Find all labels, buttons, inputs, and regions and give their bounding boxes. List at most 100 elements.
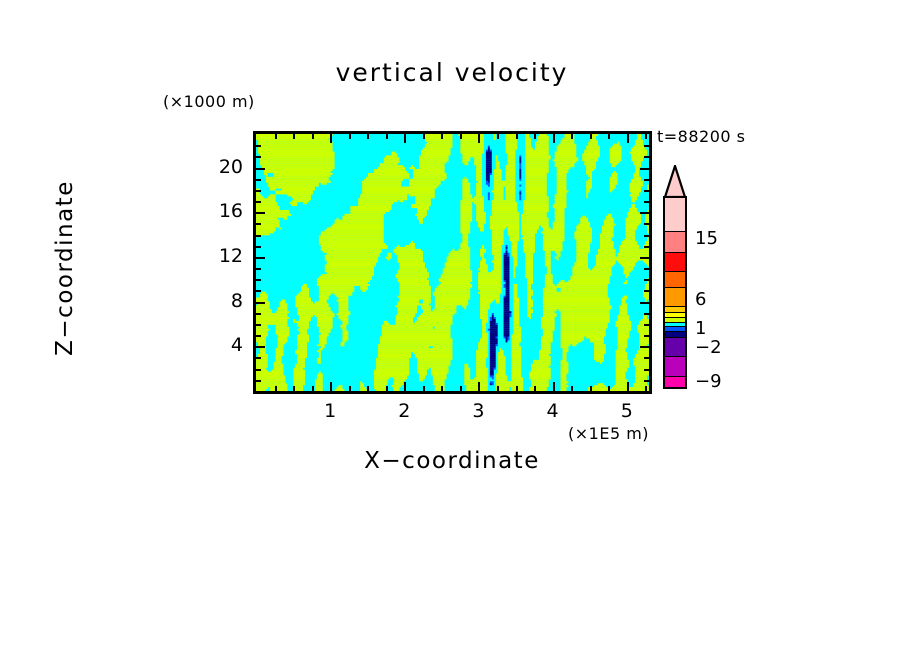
colorbar-tick-label: −2 [695, 337, 722, 358]
x-minor-tick [293, 386, 295, 391]
y-minor-tick-right [644, 369, 649, 371]
x-minor-tick [423, 386, 425, 391]
y-minor-tick [256, 268, 261, 270]
colorbar-band [665, 357, 685, 377]
vertical-velocity-field [256, 134, 649, 391]
colorbar-arrow-icon [663, 162, 687, 199]
y-major-tick [256, 168, 265, 170]
y-minor-tick-right [644, 223, 649, 225]
contour-plot-area [253, 131, 652, 394]
x-minor-tick [386, 386, 388, 391]
y-minor-tick [256, 313, 261, 315]
y-minor-tick-right [644, 335, 649, 337]
y-major-tick [256, 257, 265, 259]
colorbar-band [665, 198, 685, 233]
y-tick-label: 4 [230, 334, 243, 357]
x-tick-label: 1 [324, 400, 337, 422]
y-minor-tick [256, 324, 261, 326]
y-minor-tick-right [644, 268, 649, 270]
x-major-tick [330, 382, 332, 391]
y-minor-tick [256, 223, 261, 225]
y-axis-title: Z−coordinate [52, 180, 78, 356]
x-major-tick-top [478, 134, 480, 143]
x-major-tick-top [553, 134, 555, 143]
colorbar-band [665, 327, 685, 332]
x-axis-title: X−coordinate [364, 448, 540, 474]
colorbar-tick-label: 6 [695, 289, 707, 310]
y-minor-tick [256, 357, 261, 359]
x-minor-tick-top [293, 134, 295, 139]
x-minor-tick [367, 386, 369, 391]
y-minor-tick [256, 201, 261, 203]
x-minor-tick-top [386, 134, 388, 139]
x-axis-unit-label: (×1E5 m) [568, 424, 650, 443]
x-minor-tick-top [275, 134, 277, 139]
y-major-tick [256, 302, 265, 304]
x-minor-tick [516, 386, 518, 391]
y-minor-tick [256, 279, 261, 281]
colorbar-band [665, 331, 685, 338]
x-major-tick-top [330, 134, 332, 143]
y-minor-tick [256, 190, 261, 192]
y-minor-tick-right [644, 235, 649, 237]
y-axis-unit-label: (×1000 m) [163, 92, 255, 111]
timestamp-annotation: t=88200 s [657, 127, 746, 146]
y-major-tick-right [640, 257, 649, 259]
y-minor-tick [256, 369, 261, 371]
x-tick-label: 3 [472, 400, 485, 422]
y-minor-tick-right [644, 290, 649, 292]
x-minor-tick-top [608, 134, 610, 139]
y-minor-tick [256, 290, 261, 292]
y-major-tick-right [640, 212, 649, 214]
y-major-tick [256, 346, 265, 348]
page-title: vertical velocity [335, 58, 569, 87]
field-raster [256, 134, 649, 391]
x-minor-tick [571, 386, 573, 391]
x-minor-tick [275, 386, 277, 391]
y-minor-tick-right [644, 156, 649, 158]
y-minor-tick-right [644, 357, 649, 359]
colorbar-band [665, 232, 685, 253]
y-major-tick-right [640, 168, 649, 170]
x-minor-tick-top [497, 134, 499, 139]
y-minor-tick [256, 156, 261, 158]
x-minor-tick-top [534, 134, 536, 139]
colorbar-band [665, 318, 685, 323]
x-minor-tick [645, 386, 647, 391]
colorbar [663, 196, 687, 389]
x-tick-label: 2 [398, 400, 411, 422]
x-tick-label: 5 [620, 400, 633, 422]
x-minor-tick-top [349, 134, 351, 139]
x-minor-tick [312, 386, 314, 391]
colorbar-tick-label: −9 [695, 371, 722, 392]
y-minor-tick-right [644, 279, 649, 281]
colorbar-band [665, 252, 685, 273]
colorbar-band [665, 322, 685, 328]
x-tick-label: 4 [546, 400, 559, 422]
x-minor-tick [460, 386, 462, 391]
y-tick-label: 8 [230, 289, 243, 312]
colorbar-band [665, 306, 685, 313]
y-minor-tick-right [644, 145, 649, 147]
y-minor-tick-right [644, 201, 649, 203]
y-major-tick-right [640, 346, 649, 348]
y-minor-tick-right [644, 313, 649, 315]
x-minor-tick [534, 386, 536, 391]
y-minor-tick [256, 246, 261, 248]
y-minor-tick [256, 145, 261, 147]
colorbar-band [665, 312, 685, 319]
x-minor-tick [349, 386, 351, 391]
x-minor-tick-top [423, 134, 425, 139]
y-minor-tick [256, 179, 261, 181]
colorbar-tick-label: 15 [695, 228, 718, 249]
x-minor-tick-top [441, 134, 443, 139]
y-tick-label: 20 [218, 155, 243, 178]
x-major-tick-top [627, 134, 629, 143]
colorbar-arrow-cap [663, 162, 687, 199]
x-minor-tick [497, 386, 499, 391]
y-major-tick-right [640, 302, 649, 304]
y-minor-tick-right [644, 190, 649, 192]
y-minor-tick-right [644, 246, 649, 248]
colorbar-tick-label: 1 [695, 318, 707, 339]
y-tick-label: 12 [218, 244, 243, 267]
